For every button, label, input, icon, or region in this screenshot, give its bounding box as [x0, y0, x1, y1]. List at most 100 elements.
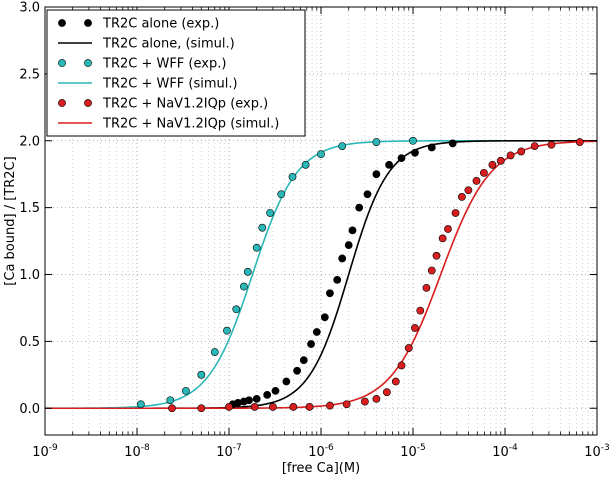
data-point: [338, 254, 347, 263]
data-point: [363, 190, 372, 199]
data-point: [530, 142, 539, 150]
data-point: [472, 176, 481, 185]
data-point: [232, 305, 241, 314]
data-point: [168, 404, 176, 413]
data-point: [422, 283, 431, 292]
data-point: [391, 377, 400, 386]
data-point: [457, 193, 466, 201]
x-axis-label: [free Ca](M): [282, 461, 360, 476]
data-point: [355, 203, 364, 212]
data-point: [166, 396, 175, 405]
data-point: [372, 170, 381, 179]
data-point: [385, 160, 394, 169]
x-tick-label: 10-3: [584, 443, 610, 460]
data-point: [282, 377, 291, 386]
data-point: [342, 400, 351, 409]
legend-label: TR2C + WFF (exp.): [102, 57, 226, 72]
data-point: [382, 388, 391, 397]
data-point: [320, 313, 329, 322]
legend-label: TR2C + NaV1.2IQp (simul.): [102, 117, 279, 132]
data-point: [488, 160, 497, 169]
legend: TR2C alone (exp.) TR2C alone, (simul.) TR2…: [46, 9, 306, 137]
data-point: [517, 147, 526, 156]
legend-marker: [58, 59, 66, 67]
data-point: [266, 209, 275, 217]
data-point: [404, 344, 413, 352]
x-tick-label: 10-5: [400, 443, 426, 460]
y-tick-label: 0.0: [19, 402, 40, 417]
data-point: [344, 241, 353, 249]
data-point: [181, 386, 190, 395]
data-point: [293, 366, 302, 375]
data-point: [411, 148, 419, 157]
experimental-markers: [136, 136, 584, 413]
data-point: [301, 160, 310, 169]
data-point: [409, 136, 417, 145]
data-point: [210, 348, 219, 356]
data-point: [263, 390, 272, 399]
data-point: [312, 328, 321, 336]
data-point: [289, 403, 298, 411]
data-point: [223, 326, 231, 335]
data-point: [427, 143, 436, 152]
data-point: [427, 266, 436, 275]
data-point: [225, 403, 233, 411]
data-point: [305, 403, 314, 411]
data-point: [372, 138, 381, 146]
data-point: [197, 370, 206, 379]
y-axis-label: [Ca bound] / [TR2C]: [3, 156, 18, 285]
data-point: [360, 397, 369, 406]
data-point: [268, 403, 277, 411]
legend-box: [46, 9, 306, 137]
data-point: [326, 401, 334, 410]
legend-label: TR2C alone, (simul.): [102, 37, 235, 52]
data-point: [464, 186, 473, 195]
data-point: [438, 234, 447, 243]
legend-marker: [84, 99, 92, 107]
data-point: [372, 394, 381, 403]
data-point: [333, 275, 342, 284]
y-tick-label: 1.5: [19, 201, 40, 216]
simulated-curve: [45, 140, 598, 410]
data-point: [250, 403, 259, 411]
legend-label: TR2C alone (exp.): [102, 17, 219, 32]
legend-label: TR2C + WFF (simul.): [102, 77, 238, 92]
data-point: [277, 190, 286, 199]
data-point: [136, 400, 145, 409]
legend-marker: [84, 59, 92, 67]
data-point: [416, 306, 425, 315]
data-point: [239, 282, 248, 291]
legend-label: TR2C + NaV1.2IQp (exp.): [102, 97, 268, 112]
data-point: [432, 251, 441, 260]
data-point: [307, 340, 315, 348]
data-point: [397, 154, 406, 163]
y-tick-label: 1.0: [19, 268, 40, 283]
data-point: [243, 267, 252, 276]
data-point: [252, 394, 261, 403]
data-point: [448, 139, 457, 148]
data-point: [444, 225, 452, 233]
data-point: [411, 324, 419, 332]
y-tick-label: 2.0: [19, 134, 40, 149]
legend-marker: [84, 19, 92, 27]
data-point: [252, 243, 261, 252]
x-tick-label: 10-4: [492, 443, 518, 460]
x-tick-label: 10-8: [124, 443, 150, 460]
data-point: [326, 289, 334, 298]
data-point: [338, 142, 347, 150]
data-point: [451, 209, 460, 217]
data-point: [506, 151, 515, 160]
y-tick-label: 0.5: [19, 335, 40, 350]
data-point: [496, 156, 505, 165]
legend-marker: [58, 19, 66, 27]
data-point: [197, 404, 206, 413]
x-tick-label: 10-7: [216, 443, 242, 460]
y-tick-label: 2.5: [19, 67, 40, 82]
data-point: [575, 138, 584, 146]
x-tick-label: 10-6: [308, 443, 334, 460]
data-point: [480, 168, 488, 177]
data-point: [288, 172, 297, 181]
x-tick-label: 10-9: [32, 443, 58, 460]
data-point: [397, 361, 406, 370]
